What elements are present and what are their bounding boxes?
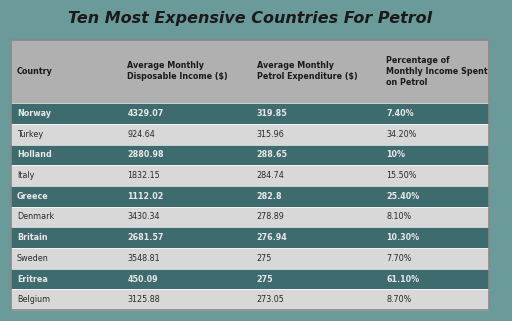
- Text: 282.8: 282.8: [257, 192, 282, 201]
- Text: 2681.57: 2681.57: [127, 233, 164, 242]
- Text: Turkey: Turkey: [17, 130, 43, 139]
- Text: 450.09: 450.09: [127, 274, 158, 283]
- Text: 288.65: 288.65: [257, 151, 288, 160]
- Text: 2880.98: 2880.98: [127, 151, 164, 160]
- Text: Italy: Italy: [17, 171, 34, 180]
- Text: Denmark: Denmark: [17, 213, 54, 221]
- Text: Sweden: Sweden: [17, 254, 49, 263]
- Bar: [11, 269, 489, 289]
- Text: 315.96: 315.96: [257, 130, 285, 139]
- Bar: [11, 144, 489, 165]
- Text: 276.94: 276.94: [257, 233, 287, 242]
- Bar: [11, 207, 489, 227]
- Bar: [11, 39, 489, 103]
- Text: 7.40%: 7.40%: [386, 109, 414, 118]
- Bar: [11, 165, 489, 186]
- Text: 7.70%: 7.70%: [386, 254, 412, 263]
- Text: 924.64: 924.64: [127, 130, 155, 139]
- Text: 25.40%: 25.40%: [386, 192, 419, 201]
- Text: Average Monthly
Disposable Income ($): Average Monthly Disposable Income ($): [127, 61, 228, 82]
- Text: 8.10%: 8.10%: [386, 213, 411, 221]
- Text: 34.20%: 34.20%: [386, 130, 416, 139]
- Text: Percentage of
Monthly Income Spent
on Petrol: Percentage of Monthly Income Spent on Pe…: [386, 56, 488, 87]
- Text: 1112.02: 1112.02: [127, 192, 164, 201]
- Text: Average Monthly
Petrol Expenditure ($): Average Monthly Petrol Expenditure ($): [257, 61, 357, 82]
- Text: 3548.81: 3548.81: [127, 254, 160, 263]
- Text: 10.30%: 10.30%: [386, 233, 419, 242]
- Text: Eritrea: Eritrea: [17, 274, 48, 283]
- Text: 3125.88: 3125.88: [127, 295, 160, 304]
- Text: 1832.15: 1832.15: [127, 171, 160, 180]
- Bar: [11, 289, 489, 310]
- Text: 8.70%: 8.70%: [386, 295, 412, 304]
- Bar: [11, 124, 489, 144]
- Text: Holland: Holland: [17, 151, 52, 160]
- Text: Country: Country: [17, 67, 53, 76]
- Text: 61.10%: 61.10%: [386, 274, 419, 283]
- Bar: [11, 248, 489, 269]
- Text: 319.85: 319.85: [257, 109, 287, 118]
- Text: Belgium: Belgium: [17, 295, 50, 304]
- Bar: [11, 186, 489, 207]
- Text: Greece: Greece: [17, 192, 49, 201]
- Text: 275: 275: [257, 274, 273, 283]
- Text: Ten Most Expensive Countries For Petrol: Ten Most Expensive Countries For Petrol: [68, 11, 432, 26]
- Text: Britain: Britain: [17, 233, 48, 242]
- Bar: [11, 103, 489, 124]
- Text: 278.89: 278.89: [257, 213, 285, 221]
- Bar: [11, 39, 489, 310]
- Text: 10%: 10%: [386, 151, 405, 160]
- Text: 273.05: 273.05: [257, 295, 285, 304]
- Bar: [11, 227, 489, 248]
- Text: 15.50%: 15.50%: [386, 171, 417, 180]
- Text: Norway: Norway: [17, 109, 51, 118]
- Text: 275: 275: [257, 254, 272, 263]
- Text: 3430.34: 3430.34: [127, 213, 160, 221]
- Text: 284.74: 284.74: [257, 171, 285, 180]
- Text: 4329.07: 4329.07: [127, 109, 163, 118]
